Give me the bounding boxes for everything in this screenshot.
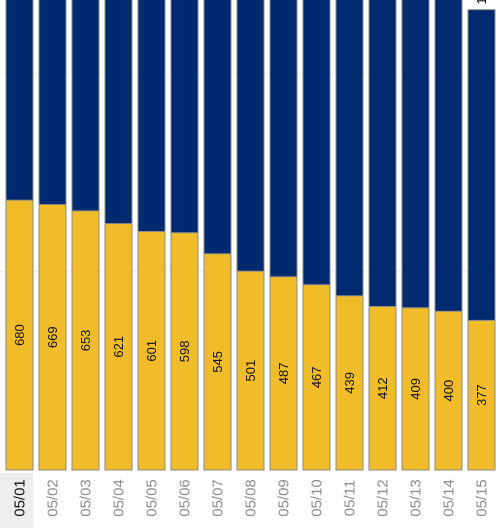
bar-lower-segment[interactable] [38,204,67,471]
x-tick-label[interactable]: 05/11 [342,480,359,516]
bar-lower-segment[interactable] [71,210,100,471]
bar-lower-label: 467 [309,366,324,388]
bars [5,0,496,471]
bar-lower-label: 598 [177,340,192,362]
x-tick-label[interactable]: 05/14 [441,479,458,517]
bar-lower-label: 501 [243,360,258,382]
bar-lower-segment[interactable] [467,319,496,471]
bar-lower-segment[interactable] [104,223,133,471]
x-axis-ticks: 05/01 05/02 05/03 05/04 05/05 05/06 05/07 05/08… [0,473,491,528]
bar-lower-label: 487 [276,363,291,385]
bar-lower-segment[interactable] [203,253,232,471]
x-tick-label[interactable]: 05/01 [12,479,29,517]
bar-lower-label: 621 [111,336,126,358]
selected-category-highlight [0,473,33,528]
bar-lower-segment[interactable] [368,306,397,471]
bar-lower-label: 601 [144,340,159,362]
x-tick-label[interactable]: 05/03 [78,479,95,517]
bar-lower-segment[interactable] [401,307,430,471]
bar-lower-label: 545 [210,351,225,373]
data-labels: 2,0126801,9026691,8466531,8496211,747601… [12,0,489,406]
bar-total-label: 1,160 [474,0,489,5]
x-tick-label[interactable]: 05/04 [111,479,128,517]
bar-lower-segment[interactable] [302,284,331,471]
bar-lower-label: 400 [441,380,456,402]
x-tick-label[interactable]: 05/02 [45,479,62,517]
bar-lower-label: 669 [45,326,60,348]
bar-lower-segment[interactable] [434,310,463,471]
x-tick-label[interactable]: 05/08 [243,479,260,517]
bar-lower-label: 439 [342,372,357,394]
bar-lower-segment[interactable] [137,231,166,471]
bar-lower-segment[interactable] [269,276,298,471]
x-tick-label[interactable]: 05/13 [408,479,425,517]
bar-lower-label: 653 [78,330,93,352]
x-tick-label[interactable]: 05/06 [177,479,194,517]
x-tick-label[interactable]: 05/09 [276,479,293,517]
bar-lower-label: 680 [12,324,27,346]
x-tick-label[interactable]: 05/15 [474,479,491,517]
bar-lower-segment[interactable] [335,295,364,471]
x-tick-label[interactable]: 05/10 [309,479,326,517]
bar-lower-label: 377 [474,384,489,406]
x-tick-label[interactable]: 05/07 [210,479,227,517]
bar-lower-segment[interactable] [5,199,34,471]
bar-lower-label: 409 [408,378,423,400]
bar-lower-segment[interactable] [170,232,199,471]
bar-lower-segment[interactable] [236,270,265,471]
bar-lower-label: 412 [375,377,390,399]
x-tick-label[interactable]: 05/05 [144,479,161,517]
x-tick-label[interactable]: 05/12 [375,479,392,517]
